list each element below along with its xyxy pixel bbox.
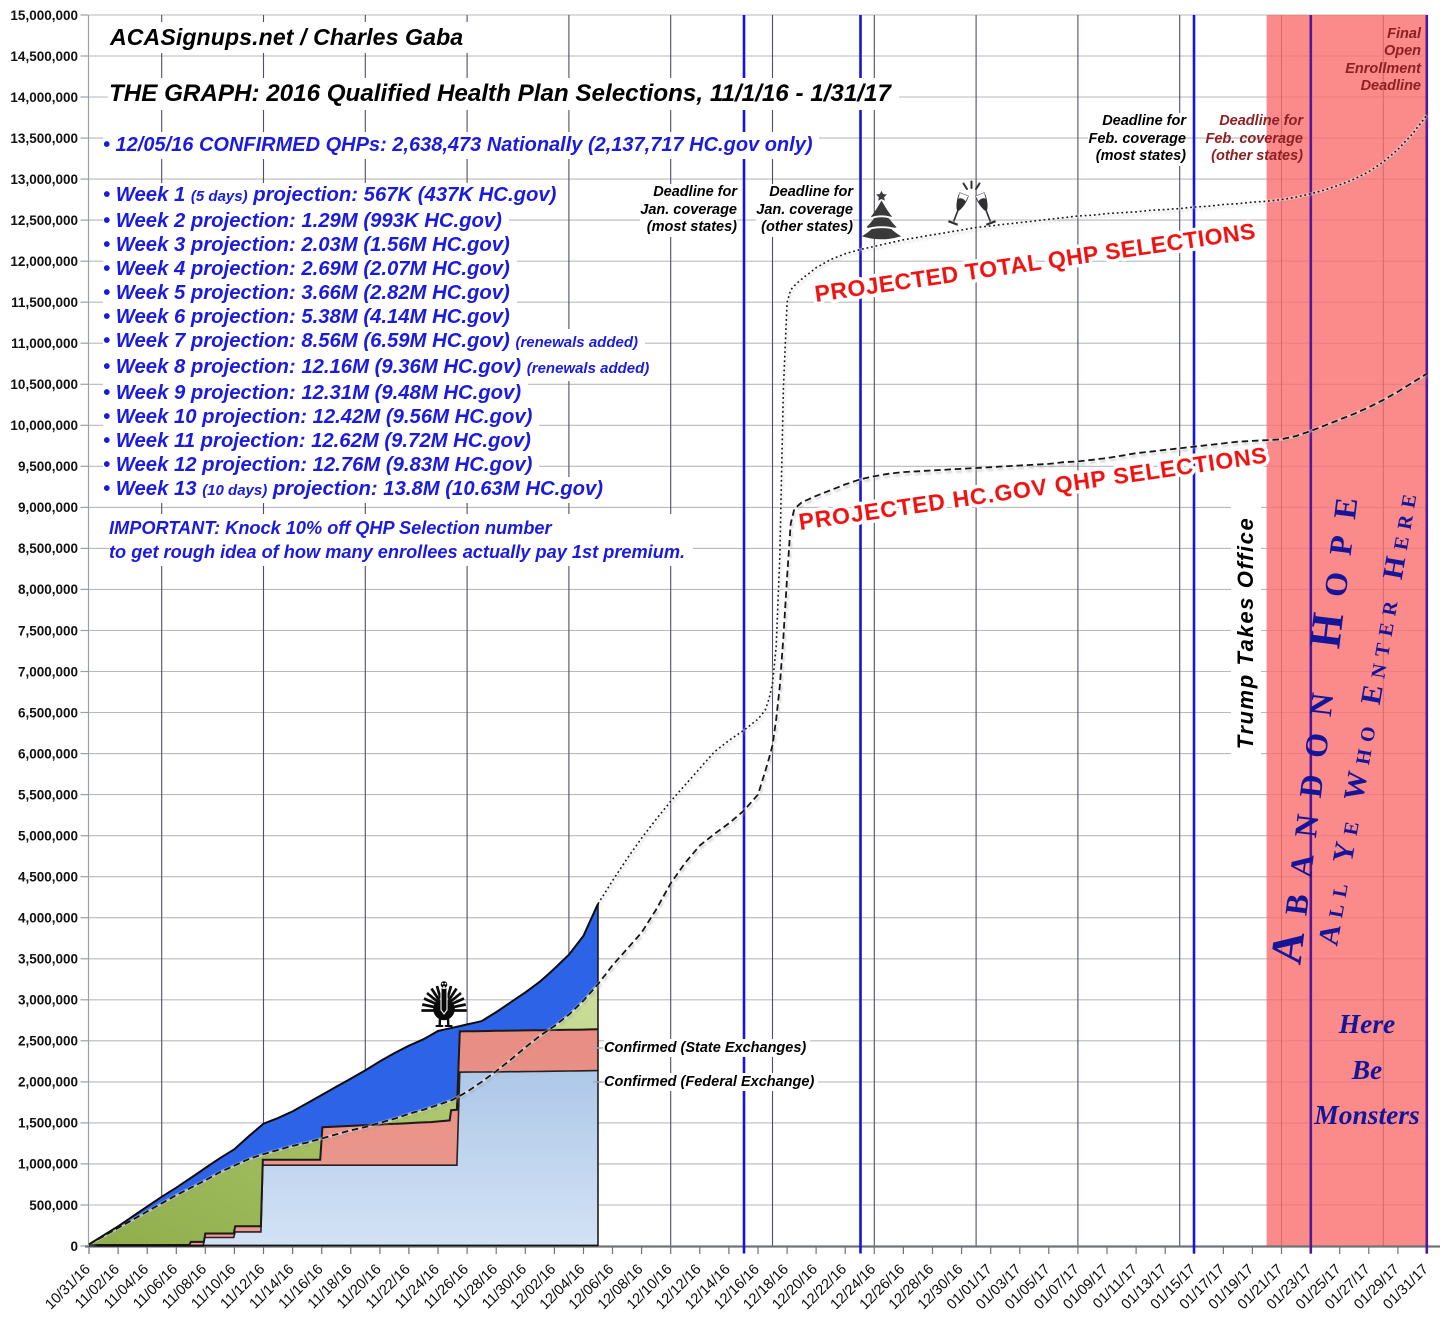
svg-text:14,500,000: 14,500,000 (10, 49, 78, 64)
svg-text:7,500,000: 7,500,000 (18, 623, 78, 638)
svg-text:3,500,000: 3,500,000 (18, 952, 78, 967)
svg-text:12,500,000: 12,500,000 (10, 213, 78, 228)
svg-text:12,000,000: 12,000,000 (10, 254, 78, 269)
svg-text:0: 0 (70, 1239, 78, 1254)
svg-text:14,000,000: 14,000,000 (10, 90, 78, 105)
svg-text:2,000,000: 2,000,000 (18, 1075, 78, 1090)
svg-text:5,500,000: 5,500,000 (18, 787, 78, 802)
svg-text:8,500,000: 8,500,000 (18, 541, 78, 556)
svg-text:9,500,000: 9,500,000 (18, 459, 78, 474)
svg-text:4,000,000: 4,000,000 (18, 911, 78, 926)
svg-text:3,000,000: 3,000,000 (18, 993, 78, 1008)
svg-text:11,000,000: 11,000,000 (11, 336, 78, 351)
svg-text:10,500,000: 10,500,000 (10, 377, 78, 392)
svg-text:5,000,000: 5,000,000 (18, 829, 78, 844)
svg-text:13,000,000: 13,000,000 (10, 172, 78, 187)
svg-text:6,000,000: 6,000,000 (18, 746, 78, 761)
svg-text:15,000,000: 15,000,000 (10, 8, 78, 23)
svg-text:13,500,000: 13,500,000 (10, 131, 78, 146)
svg-text:500,000: 500,000 (29, 1198, 78, 1213)
svg-text:1,500,000: 1,500,000 (18, 1116, 78, 1131)
svg-text:7,000,000: 7,000,000 (18, 664, 78, 679)
svg-text:1,000,000: 1,000,000 (18, 1157, 78, 1172)
svg-text:10,000,000: 10,000,000 (10, 418, 78, 433)
svg-text:11,500,000: 11,500,000 (11, 295, 78, 310)
svg-text:2,500,000: 2,500,000 (18, 1034, 78, 1049)
svg-text:6,500,000: 6,500,000 (18, 705, 78, 720)
svg-text:4,500,000: 4,500,000 (18, 870, 78, 885)
svg-text:9,000,000: 9,000,000 (18, 500, 78, 515)
svg-text:8,000,000: 8,000,000 (18, 582, 78, 597)
